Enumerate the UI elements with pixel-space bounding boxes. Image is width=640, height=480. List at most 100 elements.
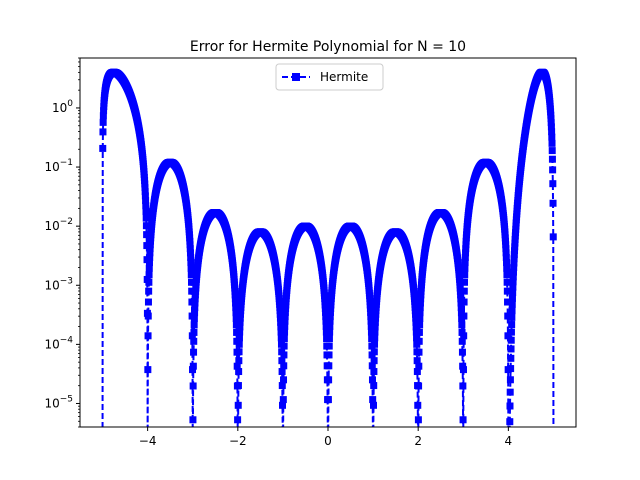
data-point [370, 357, 378, 365]
data-point [460, 312, 468, 320]
data-point [142, 197, 150, 205]
data-point [234, 401, 242, 409]
data-point [371, 323, 379, 331]
data-point [415, 337, 423, 345]
data-point [509, 278, 517, 286]
data-point [279, 401, 286, 409]
data-point [186, 241, 194, 249]
data-point [367, 322, 375, 330]
data-point [460, 298, 468, 306]
data-point [190, 348, 198, 356]
data-point [503, 259, 511, 267]
data-point [417, 295, 425, 303]
data-point [366, 305, 374, 313]
data-point [412, 318, 420, 326]
data-point [416, 304, 424, 312]
data-point [326, 317, 334, 325]
y-tick-label: 10−2 [44, 217, 73, 233]
data-point [506, 376, 514, 384]
legend: Hermite [275, 63, 384, 91]
data-point [413, 334, 421, 342]
data-point [416, 299, 424, 307]
data-point [190, 314, 198, 322]
data-point [459, 416, 467, 424]
data-point [235, 340, 243, 348]
data-point [412, 310, 420, 318]
data-point [461, 278, 468, 286]
data-point [187, 259, 195, 267]
data-point [507, 336, 515, 344]
data-point [325, 376, 333, 384]
x-tick-label: 0 [324, 434, 332, 448]
data-point [231, 291, 239, 299]
data-point [232, 299, 240, 307]
data-point [414, 416, 422, 424]
data-point [417, 291, 425, 299]
series-hermite [99, 68, 557, 427]
data-point [369, 396, 377, 404]
x-tick-label: 2 [414, 434, 422, 448]
data-point [326, 328, 334, 336]
x-axis: −4 −2 0 2 4 [139, 427, 512, 448]
data-point [146, 241, 154, 249]
data-point [502, 253, 510, 261]
data-point [276, 314, 284, 322]
plot-area [79, 57, 577, 428]
data-point [234, 382, 242, 390]
data-point [504, 298, 512, 306]
data-point [280, 335, 288, 343]
data-point [367, 308, 375, 316]
data-point [461, 259, 469, 267]
data-point [324, 396, 332, 404]
data-point [188, 278, 195, 286]
data-point [460, 287, 468, 295]
data-point [279, 396, 287, 404]
data-point [142, 222, 150, 230]
data-point [191, 309, 199, 317]
legend-box [275, 63, 384, 91]
data-point [459, 366, 467, 374]
data-point [231, 295, 239, 303]
data-point [141, 184, 149, 192]
data-point [507, 345, 515, 353]
data-point [503, 271, 511, 279]
data-point [191, 295, 199, 303]
data-point [141, 180, 149, 188]
data-point [280, 376, 288, 384]
data-point [371, 340, 379, 348]
data-point [325, 335, 333, 343]
data-point [548, 155, 556, 163]
y-tick-label: 10−3 [44, 276, 73, 292]
data-point [281, 322, 289, 330]
data-point [507, 365, 515, 373]
data-point [462, 241, 470, 249]
data-point [549, 199, 557, 207]
y-tick-label: 100 [52, 99, 73, 115]
data-point [280, 351, 288, 359]
data-point [547, 119, 555, 127]
data-point [547, 123, 555, 131]
data-point [511, 239, 519, 247]
data-point [146, 245, 154, 253]
data-point [281, 308, 289, 316]
data-point [236, 323, 244, 331]
data-point [326, 313, 334, 321]
data-point [186, 245, 194, 253]
x-tick-label: −4 [139, 434, 157, 448]
data-point [322, 322, 330, 330]
data-point [371, 328, 379, 336]
data-point [549, 180, 557, 188]
data-point [511, 235, 519, 243]
data-point [507, 328, 515, 336]
data-point [502, 249, 510, 257]
data-point [322, 313, 330, 321]
data-point [371, 318, 379, 326]
data-point [99, 128, 107, 136]
data-point [236, 310, 244, 318]
data-point [368, 362, 376, 370]
data-point [413, 368, 421, 376]
data-point [277, 323, 285, 331]
data-point [236, 314, 244, 322]
data-point [548, 128, 556, 136]
